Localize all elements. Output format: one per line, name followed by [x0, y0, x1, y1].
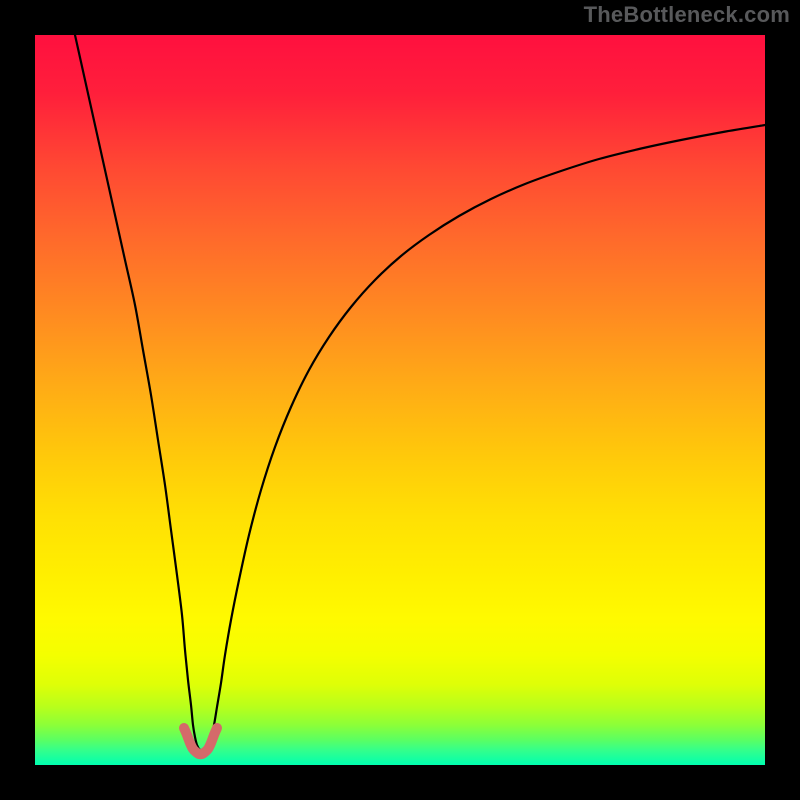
plot-svg [35, 35, 765, 765]
plot-area [35, 35, 765, 765]
attribution-text: TheBottleneck.com [584, 2, 790, 28]
chart-frame: TheBottleneck.com [0, 0, 800, 800]
